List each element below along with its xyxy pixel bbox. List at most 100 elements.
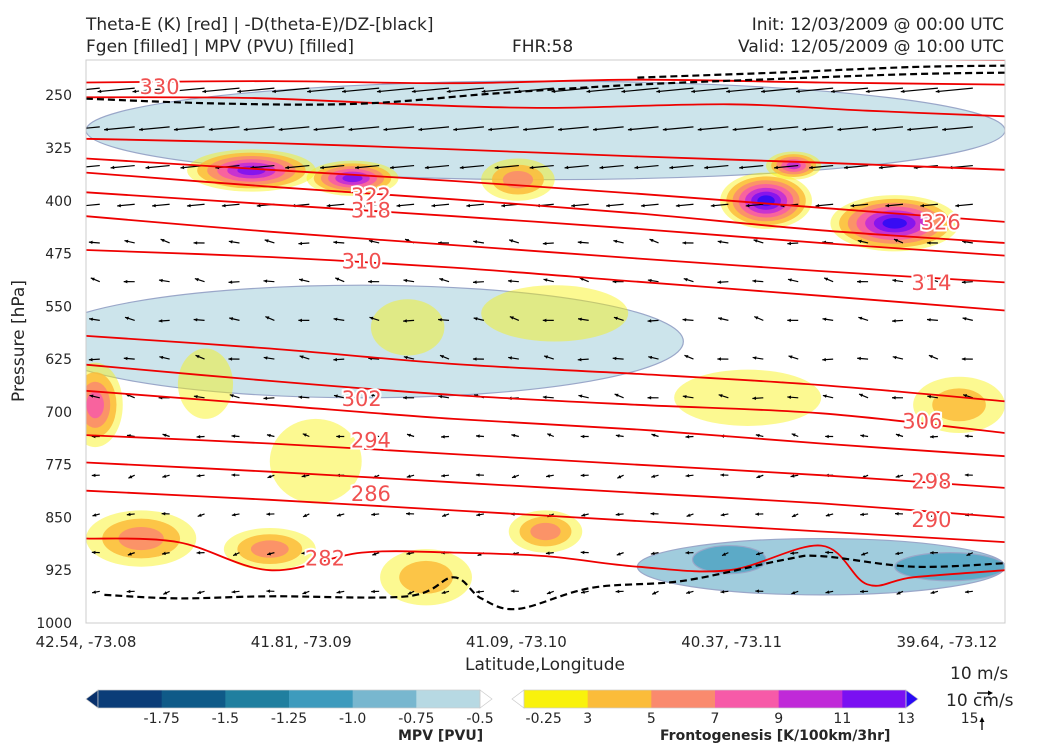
fgen-colorbar-label: Frontogenesis [K/100km/3hr] bbox=[660, 728, 891, 744]
wind-vector-head bbox=[231, 473, 236, 477]
wind-vector-head bbox=[237, 89, 242, 94]
fgen-colorbar-tick-2: 7 bbox=[711, 711, 720, 727]
wind-vector-head bbox=[761, 89, 765, 94]
x-tick-4: 39.64, -73.12 bbox=[896, 633, 997, 651]
wind-vector-12 bbox=[481, 87, 519, 93]
wind-vector-head bbox=[368, 239, 373, 244]
wind-vector-head bbox=[717, 240, 722, 244]
wind-vector-head bbox=[577, 240, 582, 245]
wind-vector-head bbox=[964, 434, 969, 438]
theta-e-contour-4 bbox=[86, 157, 1005, 223]
mpv-colorbar-tick-3: -1.0 bbox=[339, 711, 366, 727]
wind-vector-head bbox=[616, 552, 621, 556]
wind-vector-head bbox=[369, 316, 374, 321]
wind-vector-head bbox=[691, 89, 695, 94]
wind-vector-67 bbox=[599, 164, 624, 169]
wind-vector-head bbox=[320, 165, 324, 170]
wind-vector-head bbox=[301, 474, 306, 478]
fgen-region-10 bbox=[508, 510, 583, 553]
wind-vector-head bbox=[543, 278, 548, 282]
y-tick-400: 400 bbox=[45, 194, 72, 210]
wind-vector-50 bbox=[907, 126, 938, 131]
wind-vector-head bbox=[263, 396, 268, 401]
wind-vector-head bbox=[389, 165, 394, 170]
wind-vector-head bbox=[529, 165, 534, 170]
wind-vector-head bbox=[825, 513, 830, 517]
wind-vector-head bbox=[651, 433, 656, 438]
x-axis-label: Latitude,Longitude bbox=[465, 655, 625, 675]
theta-e-label-310: 310 bbox=[342, 250, 382, 274]
wind-vector-head bbox=[615, 512, 620, 517]
wind-vector-head bbox=[510, 589, 515, 593]
theta-e-contour-0 bbox=[846, 60, 1005, 61]
wind-vector-head bbox=[509, 239, 514, 243]
x-tick-labels: 42.54, -73.08 41.81, -73.09 41.09, -73.10 4… bbox=[36, 633, 998, 651]
wind-vector-head bbox=[127, 552, 132, 556]
fgen-region-11 bbox=[370, 299, 445, 356]
wind-vector-66 bbox=[564, 164, 589, 169]
wind-vector-head bbox=[405, 238, 410, 243]
wind-vector-head bbox=[125, 316, 129, 321]
wind-vector-head bbox=[683, 278, 688, 282]
wind-vector-8 bbox=[341, 87, 380, 93]
theta-e-label-330: 330 bbox=[139, 75, 179, 99]
wind-vector-6 bbox=[272, 87, 310, 93]
wind-vector-head bbox=[472, 357, 477, 361]
wind-vector-head bbox=[578, 394, 583, 398]
fgen-colorbar-swatch-4 bbox=[715, 690, 780, 708]
wind-vector-head bbox=[787, 318, 791, 323]
title-left-2: Fgen [filled] | MPV (PVU) [filled] bbox=[86, 37, 355, 57]
wind-vector-head bbox=[97, 89, 102, 94]
wind-vector-head bbox=[685, 473, 690, 478]
fgen-colorbar-swatch-2 bbox=[587, 690, 652, 708]
wind-vector-head bbox=[697, 127, 702, 132]
wind-vector-3 bbox=[167, 87, 205, 93]
wind-vector-42 bbox=[627, 126, 659, 131]
wind-vector-head bbox=[475, 434, 480, 438]
wind-vector-head bbox=[634, 165, 639, 170]
wind-vector-head bbox=[69, 128, 73, 131]
wind-vector-head bbox=[710, 203, 715, 208]
wind-vector-head bbox=[860, 589, 864, 594]
wind-vector-head bbox=[91, 473, 96, 478]
wind-vector-head bbox=[439, 355, 444, 359]
wind-vector-head bbox=[926, 241, 931, 245]
wind-vector-head bbox=[928, 355, 933, 359]
wind-vector-head bbox=[196, 551, 201, 555]
wind-vector-head bbox=[752, 396, 757, 401]
wind-vector-head bbox=[686, 590, 691, 595]
fgen-region-6 bbox=[86, 362, 123, 448]
wind-vector-head bbox=[124, 239, 129, 244]
wind-vector-head bbox=[89, 394, 94, 398]
wind-vector-head bbox=[647, 319, 652, 323]
wind-vector-head bbox=[228, 280, 233, 284]
theta-e-label-302: 302 bbox=[342, 387, 382, 411]
wind-vector-head bbox=[755, 589, 759, 593]
wind-vector-43 bbox=[662, 126, 694, 131]
wind-vector-25 bbox=[935, 87, 973, 93]
wind-vector-39 bbox=[523, 126, 554, 131]
wind-vector-head bbox=[333, 357, 338, 362]
mpv-colorbar-tick-6: -0.25 bbox=[526, 711, 562, 727]
theta-e-label-314: 314 bbox=[911, 271, 951, 295]
wind-vector-head bbox=[896, 591, 901, 595]
fgen-colorbar-swatch-5 bbox=[778, 690, 843, 708]
wind-vector-head bbox=[895, 512, 899, 516]
y-tick-250: 250 bbox=[45, 88, 72, 104]
wind-vector-head bbox=[508, 356, 513, 360]
wind-vector-53 bbox=[110, 164, 135, 169]
mpv-colorbar-tick-1: -1.5 bbox=[212, 711, 239, 727]
y-tick-labels: 250 325 400 475 550 625 700 775 850 925 1000 bbox=[36, 88, 72, 632]
dthetae-dz-contour-1 bbox=[637, 64, 1005, 79]
wind-vector-head bbox=[302, 433, 307, 437]
wind-vector-head bbox=[195, 355, 200, 359]
y-tick-1000: 1000 bbox=[36, 616, 72, 632]
theta-e-label-326: 326 bbox=[921, 210, 961, 234]
wind-vector-7 bbox=[307, 87, 345, 93]
wind-vector-head bbox=[895, 433, 900, 438]
wind-vector-head bbox=[621, 89, 626, 94]
wind-vector-0 bbox=[86, 87, 100, 91]
wind-vector-head bbox=[615, 434, 620, 438]
wind-vector-head bbox=[76, 166, 80, 169]
wind-vector-69 bbox=[669, 164, 694, 169]
